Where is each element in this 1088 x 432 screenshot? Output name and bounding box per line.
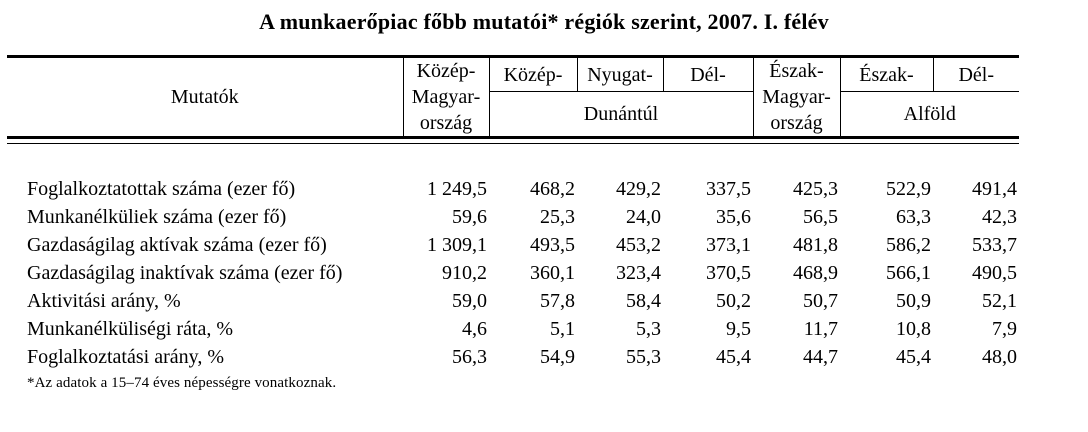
row-label: Munkanélküliségi ráta, % — [27, 317, 234, 340]
table-row: Aktivitási arány, % 59,0 57,8 58,4 50,2 50,7 5… — [7, 287, 1019, 315]
value-cell: 566,1 — [886, 261, 931, 284]
value-cell: 493,5 — [530, 233, 575, 256]
labor-market-table: Mutatók Közép- Magyar- ország Közép- Nyu… — [7, 55, 1019, 371]
value-cell: 5,3 — [636, 317, 661, 340]
group-header-alfold: Alföld — [839, 91, 1019, 139]
header-row-top: Mutatók Közép- Magyar- ország Közép- Nyu… — [7, 56, 1019, 139]
value-cell: 11,7 — [803, 317, 838, 340]
value-cell: 9,5 — [726, 317, 751, 340]
col-header-mutatok: Mutatók — [7, 56, 403, 139]
value-cell: 337,5 — [706, 177, 751, 200]
value-cell: 429,2 — [616, 177, 661, 200]
value-cell: 481,8 — [793, 233, 838, 256]
col-header-line: Közép- — [416, 60, 476, 82]
value-cell: 24,0 — [626, 205, 661, 228]
table-row: Gazdaságilag aktívak száma (ezer fő) 1 30… — [7, 231, 1019, 259]
col-header-kozep-magyarorszag: Közép- Magyar- ország — [402, 56, 489, 139]
row-label: Aktivitási arány, % — [27, 289, 181, 312]
thin-rule-row — [7, 137, 1019, 144]
value-cell: 50,7 — [803, 289, 838, 312]
value-cell: 52,1 — [982, 289, 1017, 312]
table-row: Gazdaságilag inaktívak száma (ezer fő) 91… — [7, 259, 1019, 287]
table-row: Munkanélküliségi ráta, % 4,6 5,1 5,3 9,5 11,7… — [7, 315, 1019, 343]
col-header-eszak-magyarorszag: Észak- Magyar- ország — [752, 56, 840, 139]
value-cell: 50,2 — [716, 289, 751, 312]
value-cell: 7,9 — [992, 317, 1017, 340]
value-cell: 490,5 — [972, 261, 1017, 284]
value-cell: 45,4 — [716, 345, 751, 368]
value-cell: 533,7 — [972, 233, 1017, 256]
row-label: Gazdaságilag aktívak száma (ezer fő) — [27, 233, 327, 256]
col-header-kozep-dunantul: Közép- — [488, 56, 577, 92]
value-cell: 10,8 — [896, 317, 931, 340]
table-row: Munkanélküliek száma (ezer fő) 59,6 25,3 24… — [7, 203, 1019, 231]
group-header-dunantul: Dunántúl — [488, 91, 753, 139]
value-cell: 56,3 — [452, 345, 487, 368]
value-cell: 4,6 — [462, 317, 487, 340]
value-cell: 48,0 — [982, 345, 1017, 368]
value-cell: 1 249,5 — [427, 177, 487, 200]
value-cell: 425,3 — [793, 177, 838, 200]
value-cell: 522,9 — [886, 177, 931, 200]
value-cell: 373,1 — [706, 233, 751, 256]
value-cell: 586,2 — [886, 233, 931, 256]
value-cell: 468,9 — [793, 261, 838, 284]
gap-row — [7, 144, 1019, 176]
header-row-groups: Dunántúl Alföld — [7, 91, 1019, 139]
value-cell: 57,8 — [540, 289, 575, 312]
col-header-line: Magyar- — [411, 86, 481, 108]
value-cell: 58,4 — [626, 289, 661, 312]
col-header-line: Magyar- — [762, 86, 831, 108]
value-cell: 5,1 — [550, 317, 575, 340]
value-cell: 55,3 — [626, 345, 661, 368]
col-header-eszak-alfold: Észak- — [839, 56, 933, 92]
value-cell: 63,3 — [896, 205, 931, 228]
value-cell: 45,4 — [896, 345, 931, 368]
value-cell: 44,7 — [803, 345, 838, 368]
value-cell: 59,6 — [452, 205, 487, 228]
col-header-line: Észak- — [769, 60, 824, 82]
row-label: Munkanélküliek száma (ezer fő) — [27, 205, 287, 228]
table-body: Foglalkoztatottak száma (ezer fő) 1 249,5… — [7, 175, 1019, 371]
value-cell: 491,4 — [972, 177, 1017, 200]
col-header-nyugat-dunantul: Nyugat- — [576, 56, 663, 92]
table-row: Foglalkoztatási arány, % 56,3 54,9 55,3 45,4… — [7, 343, 1019, 371]
col-header-del-alfold: Dél- — [932, 56, 1019, 92]
table-header: Mutatók Közép- Magyar- ország Közép- Nyu… — [7, 56, 1019, 139]
value-cell: 56,5 — [803, 205, 838, 228]
footnote: *Az adatok a 15–74 éves népességre vonat… — [27, 375, 337, 391]
value-cell: 1 309,1 — [427, 233, 487, 256]
value-cell: 50,9 — [896, 289, 931, 312]
value-cell: 59,0 — [452, 289, 487, 312]
col-header-del-dunantul: Dél- — [662, 56, 753, 92]
table-row: Foglalkoztatottak száma (ezer fő) 1 249,5… — [7, 175, 1019, 203]
header-double-rule — [7, 137, 1019, 176]
value-cell: 42,3 — [982, 205, 1017, 228]
value-cell: 453,2 — [616, 233, 661, 256]
value-cell: 370,5 — [706, 261, 751, 284]
page-title: A munkaerőpiac főbb mutatói* régiók szer… — [259, 9, 829, 34]
value-cell: 35,6 — [716, 205, 751, 228]
value-cell: 910,2 — [442, 261, 487, 284]
row-label: Foglalkoztatottak száma (ezer fő) — [27, 177, 296, 200]
col-header-line: ország — [419, 112, 473, 134]
value-cell: 25,3 — [540, 205, 575, 228]
col-header-line: ország — [770, 112, 823, 134]
value-cell: 360,1 — [530, 261, 575, 284]
value-cell: 323,4 — [616, 261, 661, 284]
value-cell: 468,2 — [530, 177, 575, 200]
row-label: Foglalkoztatási arány, % — [27, 345, 224, 368]
row-label: Gazdaságilag inaktívak száma (ezer fő) — [27, 261, 343, 284]
value-cell: 54,9 — [540, 345, 575, 368]
